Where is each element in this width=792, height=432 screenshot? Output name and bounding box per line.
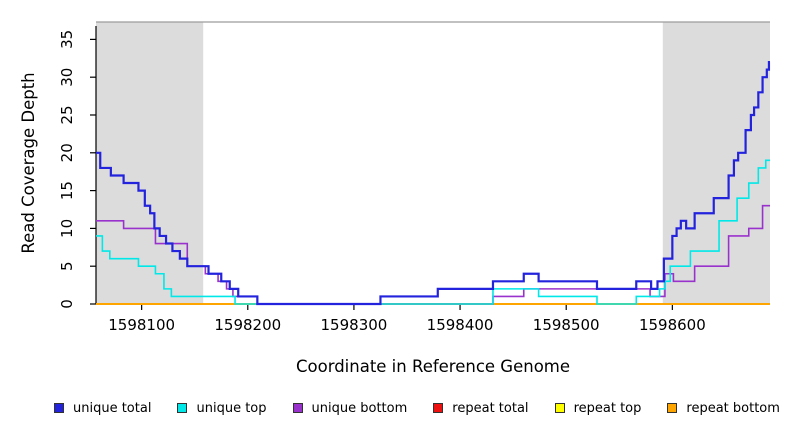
- legend-item-unique-top: unique top: [177, 400, 267, 416]
- legend-item-repeat-bottom: repeat bottom: [667, 401, 780, 416]
- x-tick-label: 1598100: [108, 316, 175, 334]
- y-tick-label: 5: [58, 261, 76, 271]
- chart-legend: unique total unique top unique bottom re…: [54, 397, 780, 419]
- series-unique-total-line: [96, 60, 771, 306]
- legend-item-unique-bottom: unique bottom: [292, 400, 408, 416]
- legend-label: repeat total: [452, 400, 529, 416]
- legend-swatch-unique-bottom: [292, 403, 303, 413]
- y-tick-label: 35: [58, 30, 76, 49]
- y-tick-label: 0: [58, 299, 76, 309]
- series-unique-top-line: [96, 159, 770, 305]
- x-tick-label: 1598600: [639, 316, 706, 334]
- legend-item-repeat-total: repeat total: [433, 400, 529, 416]
- y-tick-label: 10: [58, 219, 76, 238]
- legend-swatch-unique-total: [54, 403, 64, 413]
- shaded-region: [662, 22, 770, 304]
- y-axis-title: Read Coverage Depth: [19, 72, 38, 253]
- y-tick-label: 25: [58, 105, 76, 124]
- legend-label: unique bottom: [311, 400, 408, 416]
- legend-item-repeat-top: repeat top: [554, 400, 642, 416]
- legend-item-unique-total: unique total: [54, 401, 151, 416]
- plot-svg: 1598100 1598200 1598300 1598400 1598500 15986…: [19, 21, 771, 376]
- legend-swatch-repeat-total: [433, 403, 444, 413]
- shaded-region: [96, 22, 204, 304]
- legend-swatch-unique-top: [177, 403, 188, 413]
- x-tick-label: 1598400: [427, 316, 494, 334]
- legend-label: unique total: [73, 400, 152, 416]
- x-tick-label: 1598200: [214, 316, 281, 334]
- legend-swatch-repeat-bottom: [667, 403, 678, 413]
- legend-swatch-repeat-top: [554, 403, 565, 413]
- x-tick-label: 1598500: [533, 316, 600, 334]
- legend-label: repeat top: [573, 400, 642, 416]
- y-tick-label: 20: [58, 143, 76, 162]
- x-axis-title: Coordinate in Reference Genome: [296, 357, 570, 376]
- x-tick-label: 1598300: [321, 316, 388, 334]
- y-tick-label: 15: [58, 181, 76, 200]
- y-tick-label: 30: [58, 68, 76, 87]
- legend-label: repeat bottom: [686, 400, 780, 416]
- legend-label: unique top: [196, 400, 267, 416]
